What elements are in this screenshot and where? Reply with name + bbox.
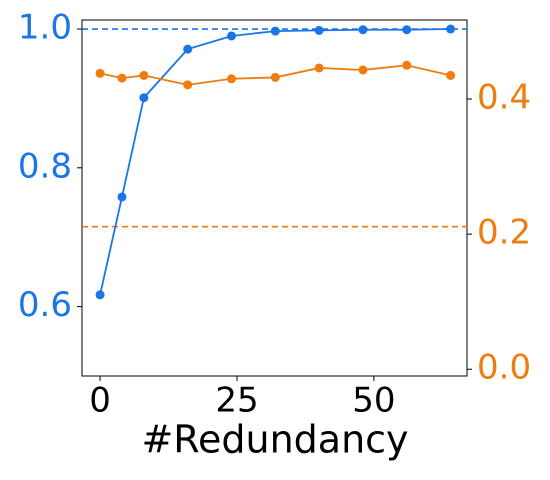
data-point: [183, 44, 193, 54]
x-axis-label: #Redundancy: [141, 418, 408, 462]
series-line: [99, 28, 451, 296]
data-point: [270, 26, 280, 36]
data-point: [270, 72, 280, 82]
data-point: [117, 73, 127, 83]
x-tick-label: 50: [352, 381, 395, 421]
data-point: [446, 70, 456, 80]
data-point: [183, 80, 193, 90]
y-tick-label: 1.0: [18, 8, 72, 48]
data-point: [227, 74, 237, 84]
data-point: [117, 192, 127, 202]
x-tick-label: 25: [215, 381, 258, 421]
data-point: [314, 25, 324, 35]
data-point: [139, 93, 149, 103]
data-point: [95, 68, 105, 78]
data-point: [402, 25, 412, 35]
data-point: [402, 60, 412, 70]
y2-tick-label: 0.4: [477, 78, 531, 118]
y2-tick-label: 0.0: [477, 348, 531, 388]
data-point: [446, 24, 456, 34]
y2-tick-label: 0.2: [477, 213, 531, 253]
data-point: [314, 63, 324, 73]
data-point: [139, 70, 149, 80]
data-point: [358, 65, 368, 75]
data-point: [95, 290, 105, 300]
series-line: [99, 64, 451, 86]
y-tick-label: 0.6: [18, 285, 72, 325]
data-point: [227, 31, 237, 41]
x-tick-label: 0: [89, 381, 111, 421]
plot-frame: [81, 19, 468, 377]
data-point: [358, 25, 368, 35]
y-tick-label: 0.8: [18, 146, 72, 186]
